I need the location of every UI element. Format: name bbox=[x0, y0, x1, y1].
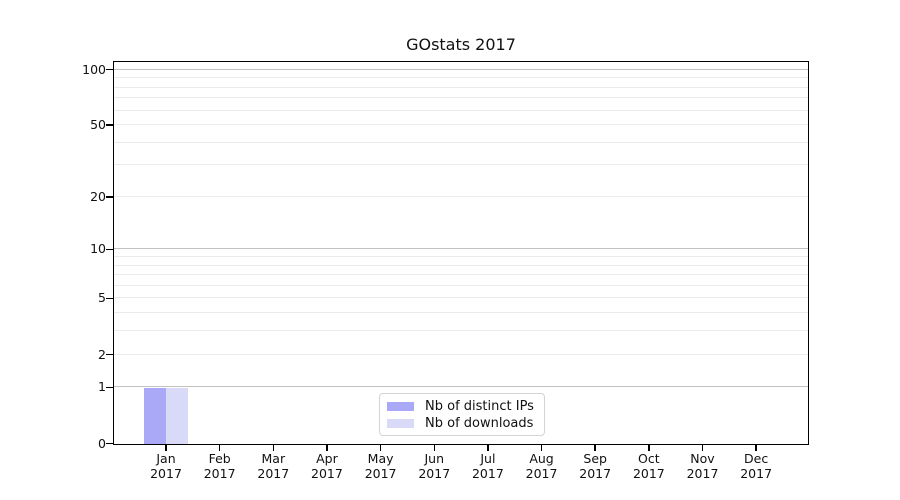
gridline-major bbox=[114, 248, 808, 250]
legend-label: Nb of distinct IPs bbox=[425, 398, 534, 414]
bar-nb-of-downloads-jan bbox=[165, 387, 188, 444]
gridline-minor bbox=[114, 97, 808, 99]
y-tick-mark bbox=[106, 353, 113, 356]
y-tick-label: 50 bbox=[90, 117, 106, 133]
chart-title: GOstats 2017 bbox=[406, 35, 516, 54]
gridline-minor bbox=[114, 264, 808, 266]
legend-label: Nb of downloads bbox=[425, 415, 534, 431]
legend-item-downloads: Nb of downloads bbox=[387, 415, 534, 431]
legend-swatch-downloads-icon bbox=[387, 418, 414, 428]
x-tick-mark bbox=[594, 445, 596, 451]
gridline-minor bbox=[114, 274, 808, 276]
y-tick-label: 10 bbox=[90, 241, 106, 257]
legend: Nb of distinct IPs Nb of downloads bbox=[379, 393, 545, 436]
y-tick-mark bbox=[106, 124, 113, 126]
gridline-minor bbox=[114, 141, 808, 143]
legend-swatch-distinct-ips-icon bbox=[387, 401, 414, 411]
x-tick-label-oct: Oct 2017 bbox=[632, 451, 665, 481]
gridline-major bbox=[114, 68, 808, 70]
gridline-minor bbox=[114, 195, 808, 197]
x-tick-label-apr: Apr 2017 bbox=[311, 451, 343, 481]
legend-item-distinct-ips: Nb of distinct IPs bbox=[387, 398, 534, 414]
x-tick-mark bbox=[165, 445, 167, 451]
y-tick-label: 100 bbox=[82, 61, 106, 77]
x-tick-mark bbox=[648, 445, 650, 451]
x-tick-mark bbox=[218, 445, 221, 451]
y-tick-mark bbox=[106, 442, 113, 445]
x-tick-label-may: May 2017 bbox=[364, 451, 397, 481]
x-tick-label-jul: Jul 2017 bbox=[471, 451, 504, 481]
x-tick-mark bbox=[272, 445, 275, 451]
x-tick-label-jan: Jan 2017 bbox=[150, 451, 182, 481]
x-tick-label-dec: Dec 2017 bbox=[740, 451, 773, 481]
x-tick-label-sep: Sep 2017 bbox=[579, 451, 612, 481]
gridline-minor bbox=[114, 284, 808, 286]
x-tick-label-aug: Aug 2017 bbox=[525, 451, 558, 481]
gridline-minor bbox=[114, 330, 808, 332]
y-tick-mark bbox=[106, 196, 113, 198]
gridline-minor bbox=[114, 353, 808, 355]
gridline-major bbox=[114, 386, 808, 388]
x-tick-mark bbox=[326, 445, 328, 451]
gridline-minor bbox=[114, 312, 808, 314]
y-tick-label: 0 bbox=[98, 435, 106, 451]
x-tick-label-feb: Feb 2017 bbox=[203, 451, 236, 481]
y-tick-mark bbox=[106, 68, 113, 71]
bar-nb-of-distinct-ips-jan bbox=[143, 387, 166, 444]
gridline-minor bbox=[114, 164, 808, 166]
y-tick-label: 20 bbox=[90, 188, 106, 204]
x-tick-mark bbox=[433, 445, 435, 451]
gridline-minor bbox=[114, 297, 808, 299]
y-tick-label: 1 bbox=[98, 379, 106, 395]
plot-area bbox=[113, 61, 809, 445]
y-tick-mark bbox=[106, 386, 113, 389]
gridline-minor bbox=[114, 86, 808, 88]
gridline-minor bbox=[114, 255, 808, 257]
x-tick-label-nov: Nov 2017 bbox=[686, 451, 719, 481]
y-tick-mark bbox=[106, 248, 113, 251]
y-tick-mark bbox=[106, 297, 113, 300]
y-tick-label: 2 bbox=[98, 346, 106, 362]
x-tick-label-jun: Jun 2017 bbox=[418, 451, 451, 481]
x-tick-mark bbox=[701, 445, 704, 451]
x-tick-mark bbox=[540, 445, 543, 451]
x-tick-mark bbox=[487, 445, 489, 451]
x-tick-mark bbox=[755, 445, 757, 451]
y-tick-label: 5 bbox=[98, 290, 106, 306]
x-tick-mark bbox=[379, 445, 382, 451]
gridline-minor bbox=[114, 109, 808, 111]
x-tick-label-mar: Mar 2017 bbox=[257, 451, 290, 481]
gridline-minor bbox=[114, 77, 808, 79]
gridline-minor bbox=[114, 124, 808, 126]
